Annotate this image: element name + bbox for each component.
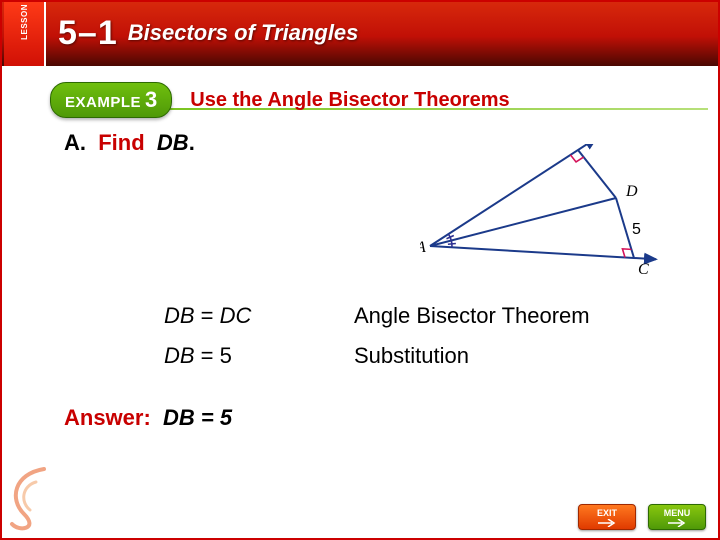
decorative-swirl-icon xyxy=(4,464,54,534)
problem-punct: . xyxy=(189,130,195,155)
example-header: EXAMPLE 3 Use the Angle Bisector Theorem… xyxy=(50,80,708,120)
example-label-num: 3 xyxy=(145,87,157,113)
lesson-tab-label: LESSON xyxy=(20,4,29,40)
lesson-banner: LESSON 5–1 Bisectors of Triangles xyxy=(0,0,720,66)
answer-line: Answer: DB = 5 xyxy=(64,405,700,431)
svg-text:A: A xyxy=(420,239,426,256)
svg-text:C: C xyxy=(638,261,649,278)
arrow-right-icon xyxy=(598,519,616,527)
answer-rest: = 5 xyxy=(195,405,232,430)
step-reason: Substitution xyxy=(354,336,469,376)
step-row: DB = 5 Substitution xyxy=(164,336,700,376)
geometry-diagram: A B C D 5 xyxy=(420,144,670,284)
example-pill: EXAMPLE 3 xyxy=(50,82,172,118)
lesson-number: 5–1 xyxy=(58,14,118,53)
step-equation: DB = 5 xyxy=(164,336,354,376)
exit-button[interactable]: EXIT xyxy=(578,504,636,530)
svg-text:B: B xyxy=(572,144,582,148)
problem-part-letter: A. xyxy=(64,130,86,155)
section-title: Bisectors of Triangles xyxy=(128,20,359,46)
svg-text:5: 5 xyxy=(632,221,641,238)
answer-label: Answer: xyxy=(64,405,151,430)
menu-button-label: MENU xyxy=(664,508,691,518)
menu-button[interactable]: MENU xyxy=(648,504,706,530)
problem-target-var: DB xyxy=(157,130,189,155)
answer-var: DB xyxy=(163,405,195,430)
step-equation: DB = DC xyxy=(164,296,354,336)
solution-steps: DB = DC Angle Bisector Theorem DB = 5 Su… xyxy=(164,296,700,375)
step-reason: Angle Bisector Theorem xyxy=(354,296,590,336)
exit-button-label: EXIT xyxy=(597,508,617,518)
lesson-tab: LESSON xyxy=(4,0,46,66)
svg-text:D: D xyxy=(625,183,638,200)
example-label-word: EXAMPLE xyxy=(65,94,141,111)
arrow-right-icon xyxy=(668,519,686,527)
step-row: DB = DC Angle Bisector Theorem xyxy=(164,296,700,336)
footer-nav: EXIT MENU xyxy=(578,504,706,530)
find-label: Find xyxy=(98,130,144,155)
example-title: Use the Angle Bisector Theorems xyxy=(190,89,509,112)
